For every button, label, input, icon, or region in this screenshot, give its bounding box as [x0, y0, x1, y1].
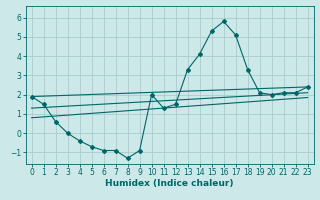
X-axis label: Humidex (Indice chaleur): Humidex (Indice chaleur) [105, 179, 234, 188]
